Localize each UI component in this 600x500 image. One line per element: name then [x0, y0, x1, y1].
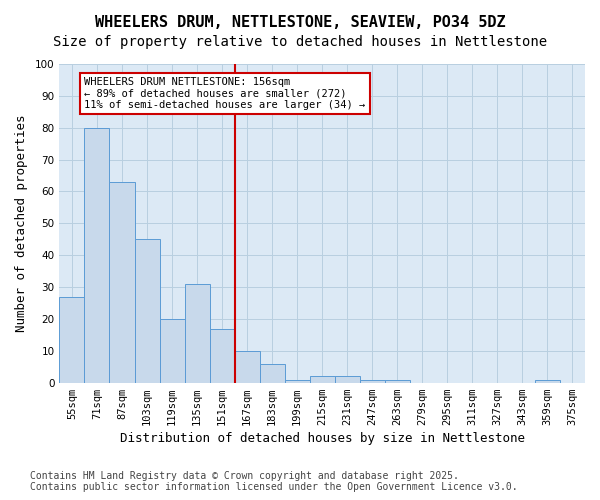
Bar [284, 380, 310, 382]
Bar [209, 328, 235, 382]
Bar [185, 284, 209, 382]
Text: Contains HM Land Registry data © Crown copyright and database right 2025.
Contai: Contains HM Land Registry data © Crown c… [30, 471, 518, 492]
Bar [160, 319, 185, 382]
Bar [360, 380, 385, 382]
Bar [310, 376, 335, 382]
Text: WHEELERS DRUM NETTLESTONE: 156sqm
← 89% of detached houses are smaller (272)
11%: WHEELERS DRUM NETTLESTONE: 156sqm ← 89% … [85, 76, 366, 110]
Bar [59, 296, 85, 382]
Bar [109, 182, 134, 382]
Bar [385, 380, 410, 382]
Bar [134, 240, 160, 382]
Bar [85, 128, 109, 382]
Bar [260, 364, 284, 382]
Bar [335, 376, 360, 382]
Bar [235, 351, 260, 382]
Bar [535, 380, 560, 382]
X-axis label: Distribution of detached houses by size in Nettlestone: Distribution of detached houses by size … [120, 432, 525, 445]
Y-axis label: Number of detached properties: Number of detached properties [15, 114, 28, 332]
Text: WHEELERS DRUM, NETTLESTONE, SEAVIEW, PO34 5DZ: WHEELERS DRUM, NETTLESTONE, SEAVIEW, PO3… [95, 15, 505, 30]
Text: Size of property relative to detached houses in Nettlestone: Size of property relative to detached ho… [53, 35, 547, 49]
